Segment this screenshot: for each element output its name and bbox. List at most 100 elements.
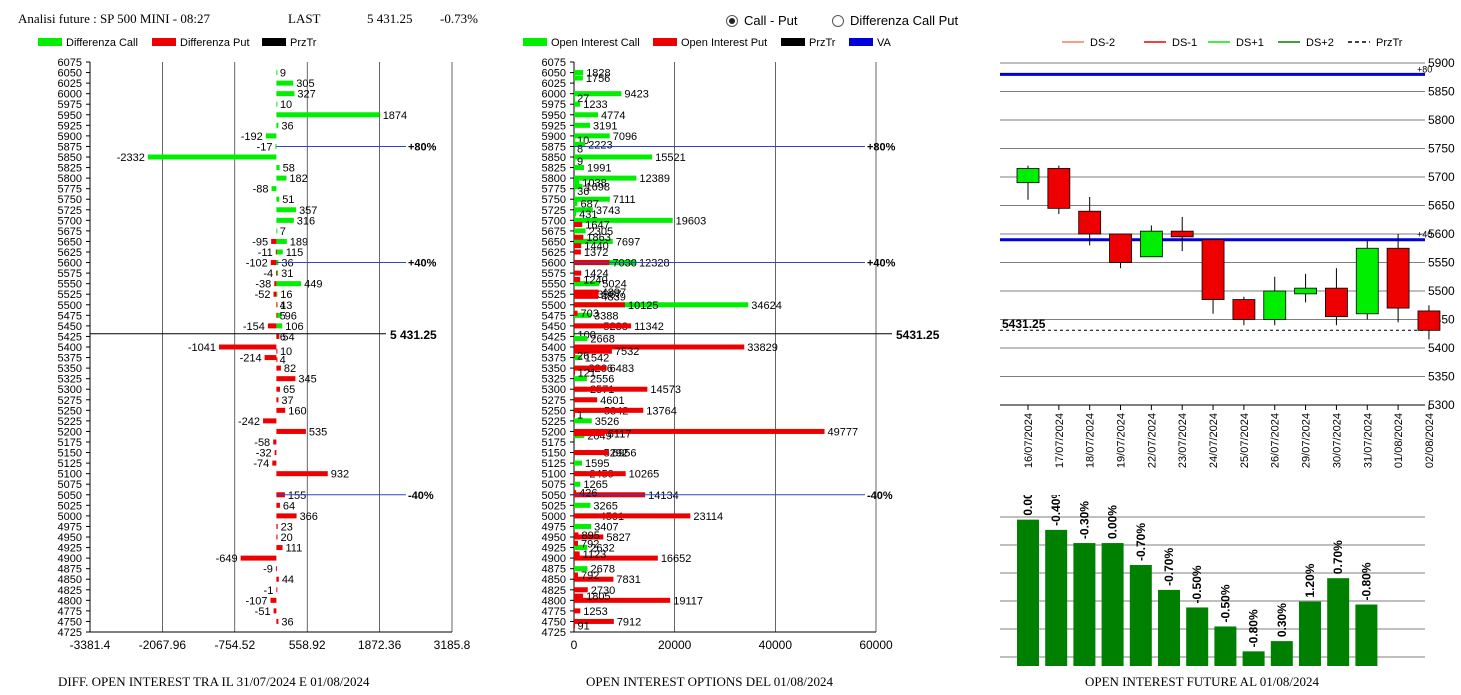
data-label: 15521 [655, 152, 686, 164]
put-bar [574, 597, 671, 603]
call-bar [574, 133, 610, 139]
put-bar [574, 310, 578, 316]
call-bar [276, 196, 280, 202]
data-label: 6117 [608, 429, 632, 441]
data-label: -1 [264, 585, 274, 597]
put-bar [574, 407, 644, 413]
change-value: -0.73% [440, 11, 478, 26]
put-bar [273, 291, 277, 297]
legend-label: VA [877, 37, 892, 49]
data-label: 7532 [615, 346, 639, 358]
y-tick-label: 4975 [58, 521, 82, 533]
data-label: -4 [263, 268, 273, 280]
y-tick-label: 4900 [542, 553, 566, 565]
data-label: 1038 [582, 177, 606, 189]
data-label: 14573 [650, 384, 681, 396]
radio-differenza[interactable]: Differenza Call Put [832, 13, 958, 28]
data-label: 2305 [589, 226, 613, 238]
data-label: 31 [281, 268, 293, 280]
x-tick-label: 20000 [658, 638, 692, 652]
y-tick-label: 4925 [58, 543, 82, 555]
y-tick-label: 5975 [542, 99, 566, 111]
future-bar-chart: 0.00% -0.40% -0.30% 0.00% -0.70% -0.70% -0.50%… [1000, 495, 1425, 666]
y-tick-label: 5025 [542, 500, 566, 512]
call-bar [574, 545, 588, 551]
y-tick-label: 5425 [542, 331, 566, 343]
y-tick-label: 5750 [542, 194, 566, 206]
data-label: 54 [282, 331, 294, 343]
put-bar [273, 439, 277, 445]
put-bar [574, 302, 625, 308]
y-tick-label: 5750 [1428, 142, 1455, 156]
data-label: 155 [288, 490, 306, 502]
x-tick-label: 25/07/2024 [1239, 413, 1251, 468]
band-label: +80% [867, 141, 896, 153]
data-label: 9 [280, 68, 286, 80]
call-bar [574, 179, 580, 185]
put-bar [574, 450, 610, 456]
data-label: 1424 [584, 268, 608, 280]
put-bar [574, 344, 745, 350]
data-label: -102 [246, 258, 268, 270]
y-tick-label: 5900 [58, 131, 82, 143]
oi-bar [1242, 651, 1265, 666]
put-bar [574, 513, 691, 519]
x-tick-label: 3185.8 [434, 638, 471, 652]
diff-chart: Differenza Call Differenza Put PrzTr -3381.… [38, 37, 471, 652]
put-bar [574, 369, 575, 375]
y-tick-label: 5300 [1428, 398, 1455, 412]
put-bar [263, 418, 277, 424]
put-bar [574, 534, 604, 540]
put-bar [574, 249, 581, 255]
put-bar [276, 502, 280, 508]
data-label: 1440 [584, 241, 608, 253]
radio-call-put[interactable]: Call - Put [726, 13, 797, 28]
data-label: 895 [582, 530, 600, 542]
y-tick-label: 4950 [542, 532, 566, 544]
y-tick-label: 5400 [58, 342, 82, 354]
legend-label: DS+1 [1236, 37, 1264, 49]
y-tick-label: 5525 [542, 289, 566, 301]
put-bar [276, 587, 278, 593]
call-bar [276, 238, 287, 244]
data-label: 7 [280, 226, 286, 238]
data-label: 14134 [648, 490, 679, 502]
x-tick-label: 31/07/2024 [1362, 413, 1374, 468]
legend-label: Open Interest Put [681, 37, 767, 49]
call-bar [574, 238, 613, 244]
put-bar [276, 513, 297, 519]
data-label: 3265 [593, 500, 617, 512]
y-tick-label: 5625 [542, 247, 566, 259]
call-bar [574, 200, 578, 206]
y-tick-label: 5325 [58, 374, 82, 386]
call-bar [276, 207, 297, 213]
x-tick-label: 0 [571, 638, 578, 652]
call-bar [574, 175, 637, 181]
oi-bar [1073, 543, 1096, 666]
y-tick-label: 5475 [58, 310, 82, 322]
call-bar [574, 141, 586, 147]
y-tick-label: 5950 [58, 110, 82, 122]
y-tick-label: 5850 [542, 152, 566, 164]
candle-body [1078, 210, 1102, 235]
y-tick-label: 5500 [542, 300, 566, 312]
put-bar [574, 471, 626, 477]
y-tick-label: 5275 [542, 395, 566, 407]
y-tick-label: 5100 [542, 469, 566, 481]
y-tick-label: 5125 [58, 458, 82, 470]
y-tick-label: 5475 [542, 310, 566, 322]
title: Analisi future : SP 500 MINI - 08:27 [18, 11, 210, 26]
y-tick-label: 5050 [542, 490, 566, 502]
x-tick-label: -3381.4 [70, 638, 111, 652]
call-bar [574, 146, 575, 152]
put-bar [574, 431, 605, 437]
data-label: 3407 [594, 521, 618, 533]
put-bar [276, 545, 283, 551]
data-label: 4 [280, 355, 286, 367]
call-bar [574, 217, 673, 223]
y-tick-label: 5900 [1428, 56, 1455, 70]
data-label: 1698 [586, 182, 610, 194]
data-label: 4774 [601, 110, 625, 122]
data-label: 426 [579, 488, 597, 500]
data-label: 2556 [590, 374, 614, 386]
